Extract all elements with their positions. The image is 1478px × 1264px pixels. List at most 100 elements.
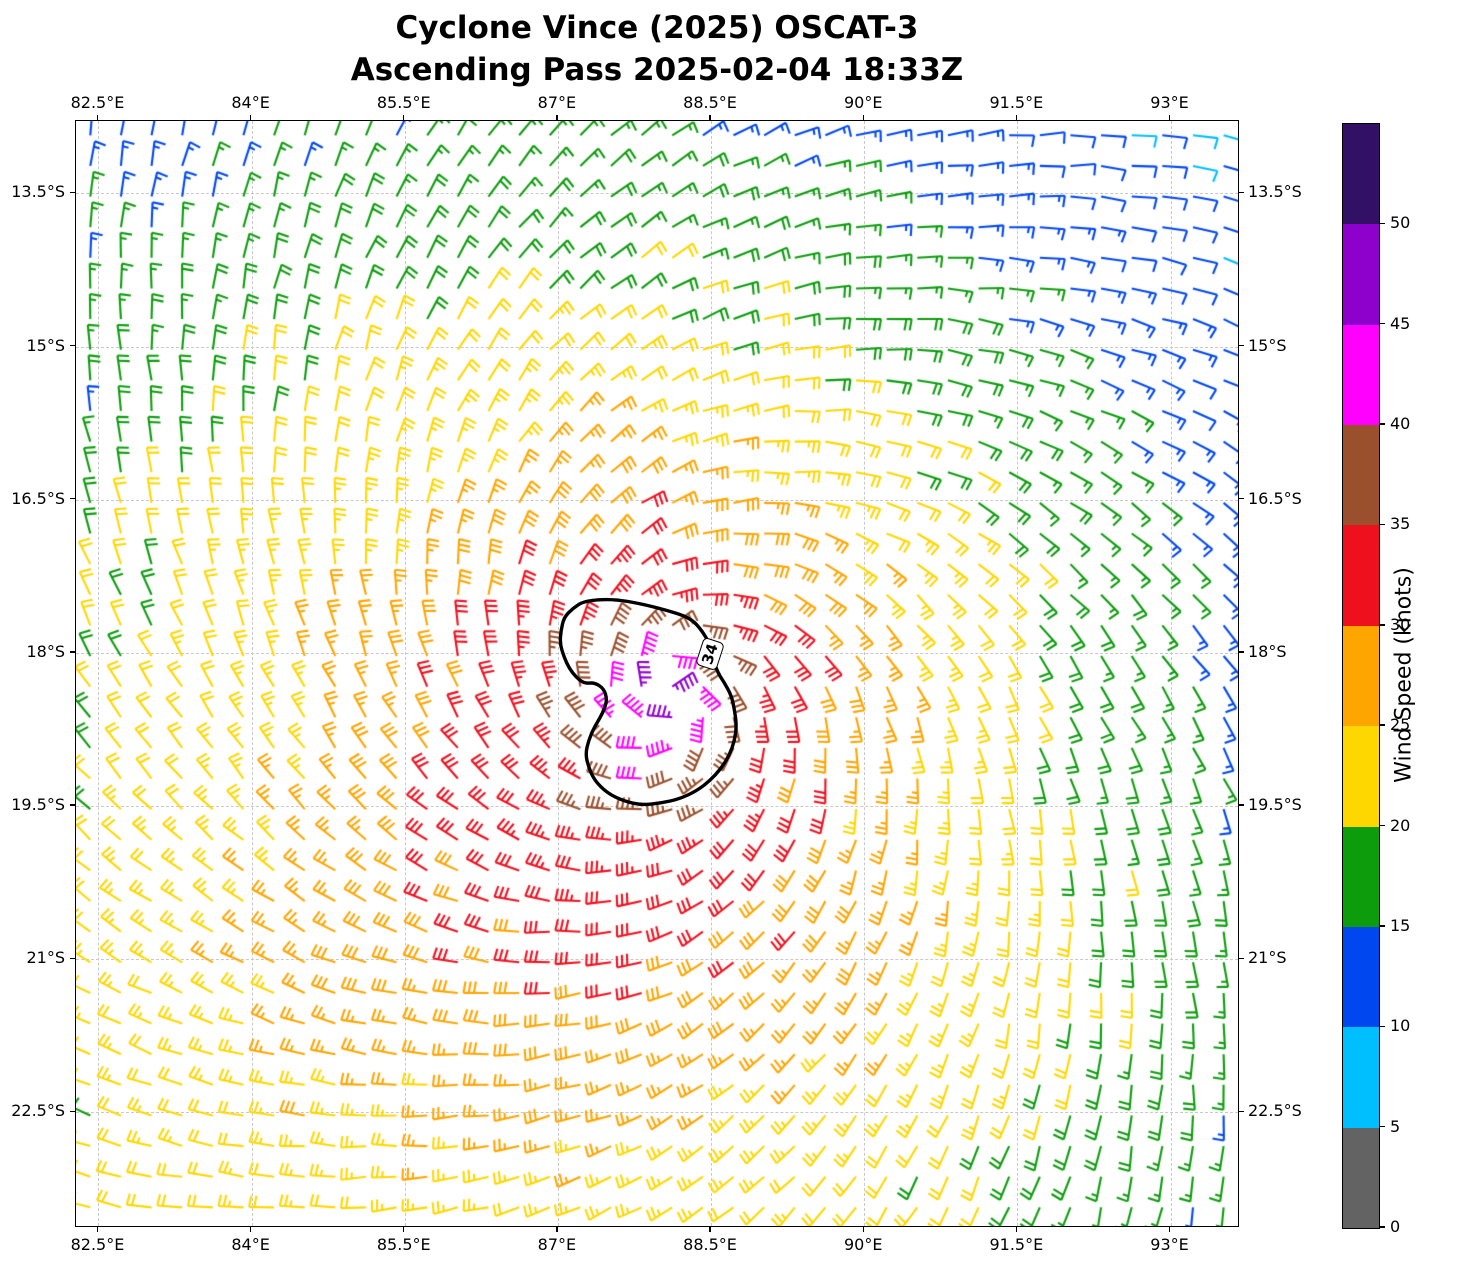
lon-tick-label-top: 82.5°E <box>70 93 125 112</box>
lon-tick-label-top: 88.5°E <box>683 93 737 112</box>
lon-tick-label-bottom: 87°E <box>537 1235 577 1254</box>
colorbar-tick-label: 25 <box>1390 715 1411 735</box>
colorbar <box>1342 123 1380 1229</box>
lat-tick-label-right: 18°S <box>1248 641 1287 661</box>
colorbar-tick-label: 20 <box>1390 815 1411 835</box>
lat-tick-label-left: 16.5°S <box>11 488 65 508</box>
axis-tickmark <box>1168 115 1171 120</box>
axis-tickmark <box>556 115 558 120</box>
lat-tick-label-right: 13.5°S <box>1248 182 1302 202</box>
colorbar-tickmark <box>1379 1226 1385 1228</box>
lon-tick-label-bottom: 82.5°E <box>70 1235 125 1254</box>
axis-tickmark <box>862 1227 864 1232</box>
axis-tickmark <box>70 344 75 347</box>
page-title: Cyclone Vince (2025) OSCAT-3 Ascending P… <box>75 8 1239 92</box>
lat-tick-label-right: 15°S <box>1248 335 1287 355</box>
lat-tick-label-left: 15°S <box>26 335 65 355</box>
colorbar-tickmark <box>1379 1125 1385 1128</box>
axis-tickmark <box>70 1110 75 1113</box>
axis-tickmark <box>1239 651 1244 653</box>
axis-tickmark <box>1239 957 1244 959</box>
lon-tick-label-top: 93°E <box>1150 93 1189 112</box>
axis-tickmark <box>70 191 75 194</box>
lon-tick-label-top: 84°E <box>231 93 270 112</box>
axis-tickmark <box>70 498 75 500</box>
title-line2: Ascending Pass 2025-02-04 18:33Z <box>350 51 964 88</box>
lon-tick-label-top: 91.5°E <box>989 93 1044 112</box>
colorbar-tickmark <box>1379 925 1385 927</box>
axis-tickmark <box>70 804 75 806</box>
axis-tickmark <box>1239 498 1244 500</box>
axis-tickmark <box>556 1227 558 1232</box>
lon-tick-label-bottom: 91.5°E <box>989 1235 1044 1254</box>
colorbar-tickmark <box>1379 624 1385 626</box>
axis-tickmark <box>709 115 711 120</box>
34kt-contour-path <box>558 597 738 807</box>
lat-tick-label-right: 22.5°S <box>1248 1101 1302 1121</box>
lon-tick-label-bottom: 93°E <box>1150 1235 1189 1254</box>
axis-tickmark <box>96 1227 99 1232</box>
colorbar-block-5-10 <box>1343 1027 1379 1128</box>
lon-tick-label-top: 87°E <box>537 93 577 112</box>
lon-tick-label-top: 90°E <box>843 93 883 112</box>
axis-tickmark <box>1239 344 1244 347</box>
colorbar-tick-label: 45 <box>1390 313 1411 333</box>
colorbar-block-40-45 <box>1343 324 1379 426</box>
colorbar-tick-label: 15 <box>1390 915 1411 935</box>
34kt-contour <box>558 597 738 807</box>
axis-tickmark <box>70 651 75 653</box>
lon-tick-label-bottom: 88.5°E <box>683 1235 737 1254</box>
colorbar-block-0-5 <box>1343 1127 1379 1228</box>
axis-tickmark <box>70 957 75 959</box>
wind-barb-map: 34 <box>75 120 1239 1227</box>
lat-tick-label-left: 22.5°S <box>11 1101 65 1121</box>
title-line1: Cyclone Vince (2025) OSCAT-3 <box>395 10 919 46</box>
colorbar-tick-label: 10 <box>1390 1016 1411 1036</box>
colorbar-tickmark <box>1379 423 1385 425</box>
colorbar-block-20-25 <box>1343 726 1379 827</box>
colorbar-block-30-35 <box>1343 525 1379 626</box>
axis-tickmark <box>403 115 405 120</box>
lon-tick-label-bottom: 84°E <box>231 1235 270 1254</box>
axis-tickmark <box>1015 1227 1018 1232</box>
colorbar-tick-label: 5 <box>1390 1116 1401 1136</box>
colorbar-tickmark <box>1379 222 1385 225</box>
axis-tickmark <box>249 1227 252 1232</box>
wind-barb-canvas <box>76 121 1238 1226</box>
colorbar-tickmark <box>1379 1025 1385 1027</box>
colorbar-tickmark <box>1379 323 1385 325</box>
lat-tick-label-left: 18°S <box>26 641 65 661</box>
axis-tickmark <box>403 1227 405 1232</box>
axis-tickmark <box>1239 1110 1244 1113</box>
axis-tickmark <box>1168 1227 1171 1232</box>
colorbar-block-50-55 <box>1343 124 1379 225</box>
colorbar-block-45-50 <box>1343 224 1379 325</box>
lon-tick-label-bottom: 90°E <box>843 1235 883 1254</box>
colorbar-block-35-40 <box>1343 425 1379 526</box>
axis-tickmark <box>96 115 99 120</box>
lat-tick-label-left: 13.5°S <box>11 182 65 202</box>
lat-tick-label-right: 19.5°S <box>1248 795 1302 815</box>
colorbar-tick-label: 50 <box>1390 213 1411 233</box>
colorbar-block-15-20 <box>1343 826 1379 927</box>
lon-tick-label-top: 85.5°E <box>376 93 431 112</box>
lat-tick-label-left: 19.5°S <box>11 795 65 815</box>
axis-tickmark <box>1239 804 1244 806</box>
colorbar-tick-label: 40 <box>1390 414 1411 434</box>
lat-tick-label-left: 21°S <box>26 948 65 968</box>
lat-tick-label-right: 16.5°S <box>1248 488 1302 508</box>
colorbar-block-10-15 <box>1343 926 1379 1028</box>
lon-tick-label-bottom: 85.5°E <box>376 1235 431 1254</box>
axis-tickmark <box>1015 115 1018 120</box>
axis-tickmark <box>709 1227 711 1232</box>
colorbar-tick-label: 30 <box>1390 614 1411 634</box>
colorbar-block-25-30 <box>1343 625 1379 727</box>
axis-tickmark <box>862 115 864 120</box>
lat-tick-label-right: 21°S <box>1248 948 1287 968</box>
axis-tickmark <box>249 115 252 120</box>
axis-tickmark <box>1239 191 1244 194</box>
colorbar-tickmark <box>1379 523 1385 526</box>
colorbar-tick-label: 0 <box>1390 1217 1401 1236</box>
colorbar-tick-label: 35 <box>1390 514 1411 534</box>
